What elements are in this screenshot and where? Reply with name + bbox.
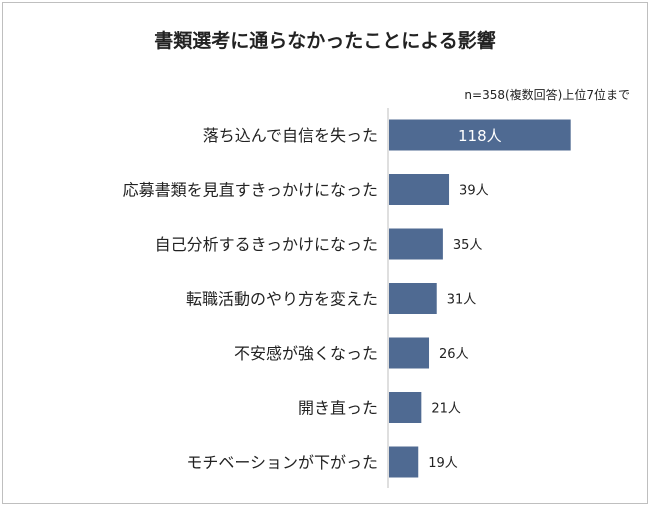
value-label: 39人 (459, 184, 489, 199)
value-label: 26人 (439, 347, 469, 362)
bar (389, 283, 437, 314)
bar (389, 119, 571, 151)
bar (389, 446, 419, 478)
category-label: 自己分析するきっかけになった (155, 235, 378, 254)
category-label: モチベーションが下がった (186, 453, 378, 472)
value-label: 19人 (428, 456, 458, 471)
value-label: 21人 (431, 402, 461, 417)
bar (389, 392, 422, 423)
category-label: 落ち込んで自信を失った (203, 126, 378, 145)
value-label: 118人 (458, 127, 502, 145)
value-label: 35人 (453, 238, 483, 253)
chart-note: n=358(複数回答)上位7位まで (464, 88, 630, 102)
value-label: 31人 (447, 293, 477, 308)
category-label: 開き直った (298, 399, 378, 418)
bar (389, 337, 430, 369)
category-label: 応募書類を見直すきっかけになった (123, 181, 378, 200)
bar (389, 174, 450, 205)
bar (389, 228, 443, 260)
category-label: 転職活動のやり方を変えた (186, 290, 378, 309)
category-label: 不安感が強くなった (234, 344, 378, 363)
chart-title: 書類選考に通らなかったことによる影響 (154, 30, 496, 52)
